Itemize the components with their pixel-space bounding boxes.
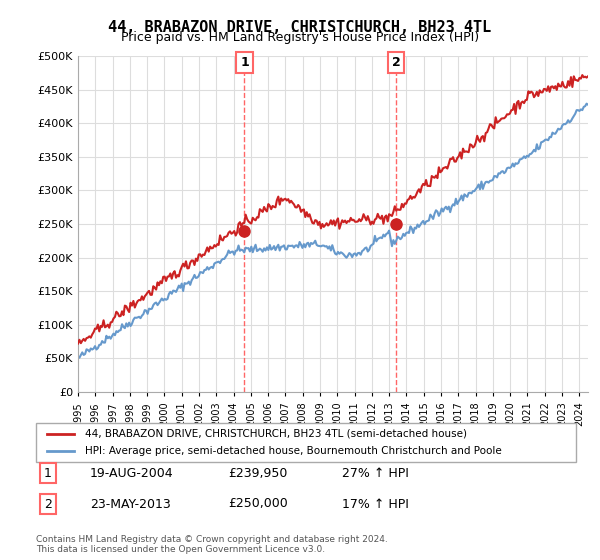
FancyBboxPatch shape (36, 423, 576, 462)
Text: 1: 1 (240, 56, 249, 69)
Text: 44, BRABAZON DRIVE, CHRISTCHURCH, BH23 4TL (semi-detached house): 44, BRABAZON DRIVE, CHRISTCHURCH, BH23 4… (85, 429, 467, 439)
Text: 2: 2 (392, 56, 400, 69)
Text: £250,000: £250,000 (228, 497, 288, 511)
Text: 23-MAY-2013: 23-MAY-2013 (90, 497, 171, 511)
Text: 44, BRABAZON DRIVE, CHRISTCHURCH, BH23 4TL: 44, BRABAZON DRIVE, CHRISTCHURCH, BH23 4… (109, 20, 491, 35)
Text: £239,950: £239,950 (228, 466, 287, 480)
Text: Contains HM Land Registry data © Crown copyright and database right 2024.
This d: Contains HM Land Registry data © Crown c… (36, 535, 388, 554)
Text: 27% ↑ HPI: 27% ↑ HPI (342, 466, 409, 480)
Text: 17% ↑ HPI: 17% ↑ HPI (342, 497, 409, 511)
Text: 2: 2 (44, 497, 52, 511)
Text: Price paid vs. HM Land Registry's House Price Index (HPI): Price paid vs. HM Land Registry's House … (121, 31, 479, 44)
Text: 1: 1 (44, 466, 52, 480)
Text: 19-AUG-2004: 19-AUG-2004 (90, 466, 173, 480)
Text: HPI: Average price, semi-detached house, Bournemouth Christchurch and Poole: HPI: Average price, semi-detached house,… (85, 446, 502, 456)
